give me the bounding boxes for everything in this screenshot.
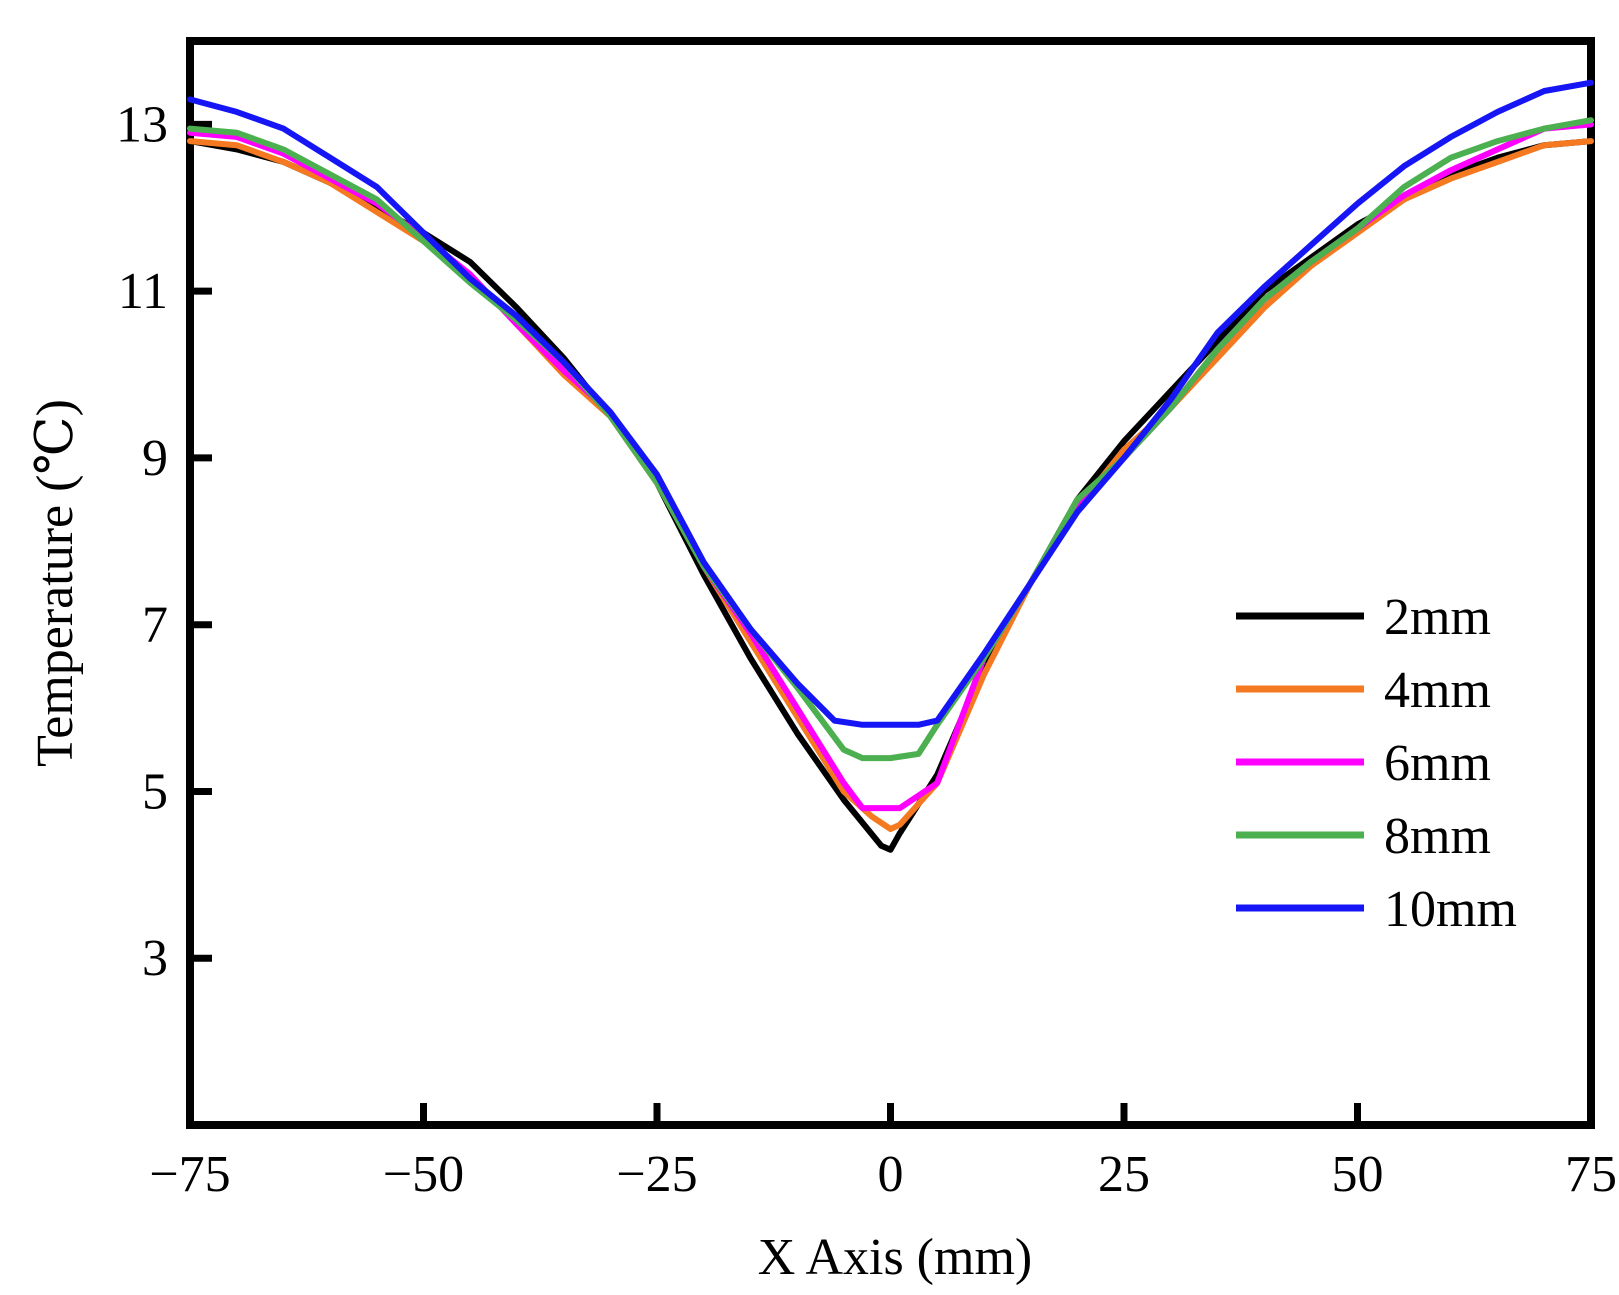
series-lines — [187, 79, 1594, 853]
x-tick-label: −75 — [149, 1146, 230, 1203]
y-tick-label: 7 — [142, 597, 168, 654]
y-tick-label: 5 — [142, 763, 168, 820]
x-axis-title: X Axis (mm) — [758, 1229, 1032, 1286]
x-axis-ticks: −75 −50 −25 0 25 50 75 — [149, 1103, 1617, 1203]
legend-label-4mm: 4mm — [1384, 662, 1491, 719]
series-line-10mm — [187, 79, 1594, 728]
series-line-2mm — [187, 138, 1594, 853]
x-tick-label: 50 — [1332, 1146, 1384, 1203]
y-axis-title: Temperature (℃) — [27, 399, 84, 767]
x-tick-label: 0 — [878, 1146, 904, 1203]
y-tick-label: 11 — [118, 263, 168, 320]
y-tick-label: 3 — [142, 930, 168, 987]
y-axis-ticks: 3 5 7 9 11 13 — [116, 96, 212, 987]
series-line-8mm — [187, 117, 1594, 762]
x-tick-label: −25 — [616, 1146, 697, 1203]
x-tick-label: −50 — [383, 1146, 464, 1203]
x-tick-label: 75 — [1565, 1146, 1617, 1203]
legend-label-10mm: 10mm — [1384, 881, 1517, 938]
plot-frame — [186, 37, 1595, 1129]
x-tick-label: 25 — [1098, 1146, 1150, 1203]
legend-label-8mm: 8mm — [1384, 808, 1491, 865]
y-tick-label: 13 — [116, 96, 168, 153]
legend-label-6mm: 6mm — [1384, 735, 1491, 792]
y-tick-label: 9 — [142, 430, 168, 487]
legend-label-2mm: 2mm — [1384, 589, 1491, 646]
legend: 2mm 4mm 6mm 8mm 10mm — [1236, 589, 1517, 938]
